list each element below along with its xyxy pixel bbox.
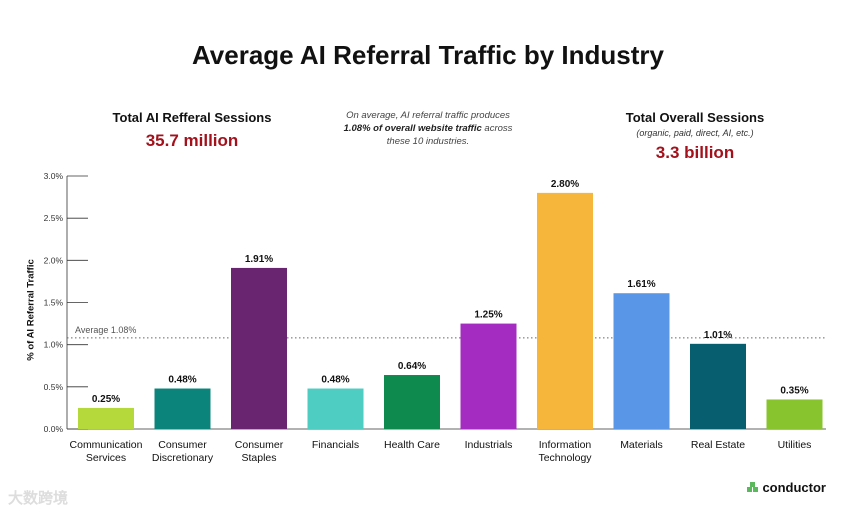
bar-value-label: 1.01%: [704, 330, 732, 341]
bar-value-label: 1.61%: [627, 279, 655, 290]
y-tick-label: 0.5%: [44, 382, 64, 392]
conductor-logo-text: conductor: [762, 480, 826, 495]
bar-value-label: 1.25%: [474, 310, 502, 321]
overall-sessions-sub: (organic, paid, direct, AI, etc.): [636, 128, 754, 138]
conductor-logo: conductor: [747, 480, 826, 495]
note-part2: across these 10 industries.: [386, 123, 513, 147]
bar-value-label: 0.48%: [168, 375, 196, 386]
x-category-label: Consumer: [158, 439, 207, 451]
y-tick-label: 2.0%: [44, 255, 64, 265]
note-part1: On average, AI referral traffic produces: [346, 110, 510, 121]
y-tick-label: 3.0%: [44, 171, 64, 181]
x-category-label: Services: [86, 452, 126, 464]
ai-sessions-value: 35.7 million: [145, 131, 239, 150]
y-tick-label: 1.0%: [44, 340, 64, 350]
x-category-label: Health Care: [384, 439, 440, 451]
bar: [766, 399, 823, 429]
bar: [690, 343, 746, 429]
bar: [307, 388, 364, 429]
bar-value-label: 0.48%: [321, 375, 349, 386]
bar-value-label: 0.25%: [92, 394, 120, 405]
bar: [154, 388, 211, 429]
bar: [460, 323, 517, 429]
x-category-label: Financials: [312, 439, 359, 451]
bar-value-label: 1.91%: [245, 254, 273, 265]
x-category-label: Materials: [620, 439, 663, 451]
x-category-label: Real Estate: [691, 439, 745, 451]
x-category-label: Information: [539, 439, 592, 451]
average-label: Average 1.08%: [75, 325, 136, 335]
bar: [384, 375, 440, 429]
average-note: On average, AI referral traffic produces…: [338, 109, 518, 148]
bar-value-label: 2.80%: [551, 179, 579, 190]
x-category-label: Industrials: [465, 439, 513, 451]
x-category-label: Discretionary: [152, 452, 214, 464]
ai-sessions-stat: Total AI Refferal Sessions 35.7 million: [82, 110, 302, 151]
bar-value-label: 0.64%: [398, 361, 426, 372]
bar: [231, 267, 287, 429]
bar-value-label: 0.35%: [780, 385, 808, 396]
y-tick-label: 0.0%: [44, 424, 64, 434]
y-tick-label: 1.5%: [44, 298, 64, 308]
x-category-label: Technology: [538, 452, 592, 464]
note-bold: 1.08% of overall website traffic: [343, 123, 482, 134]
overall-sessions-label: Total Overall Sessions: [625, 110, 765, 125]
overall-sessions-stat: Total Overall Sessions (organic, paid, d…: [585, 110, 805, 163]
watermark: 大数跨境: [8, 490, 69, 507]
y-tick-label: 2.5%: [44, 213, 64, 223]
bar: [613, 293, 670, 429]
bar: [537, 192, 593, 429]
x-category-label: Utilities: [778, 439, 812, 451]
x-category-label: Communication: [70, 439, 143, 451]
x-category-label: Consumer: [235, 439, 284, 451]
overall-sessions-value: 3.3 billion: [655, 143, 735, 162]
chart-title: Average AI Referral Traffic by Industry: [191, 40, 664, 70]
x-category-label: Staples: [241, 452, 276, 464]
ai-sessions-label: Total AI Refferal Sessions: [112, 110, 272, 125]
conductor-logo-icon: [747, 482, 759, 493]
bar: [78, 407, 134, 429]
